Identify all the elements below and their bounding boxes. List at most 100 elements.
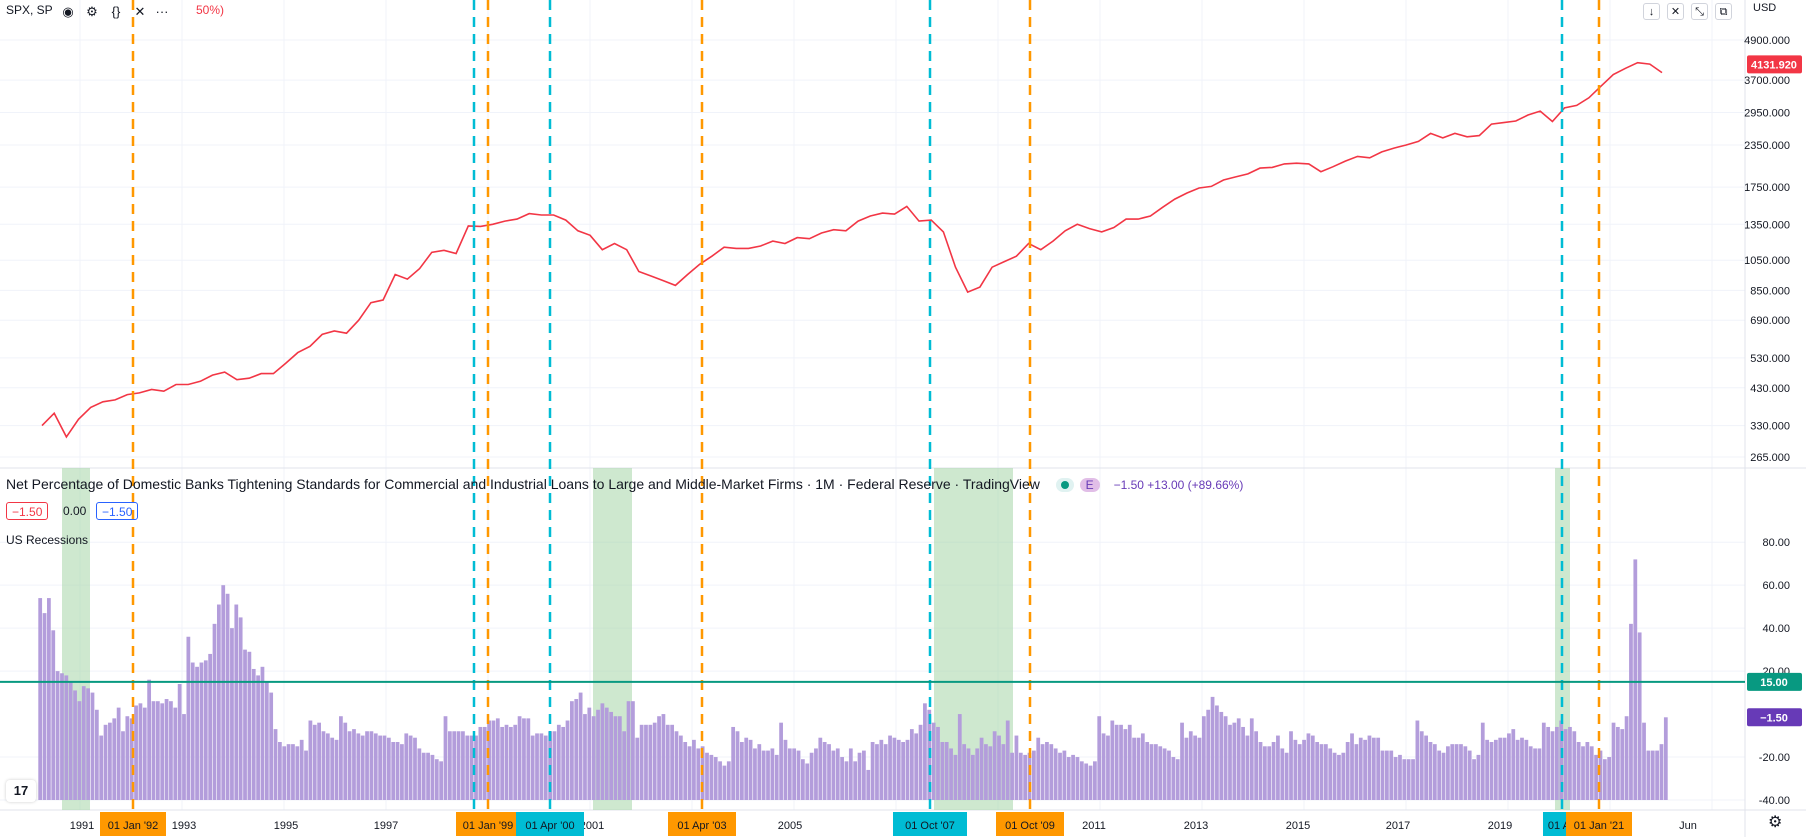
indicator-bar-155: [713, 757, 718, 800]
x-label-4: 2001: [580, 820, 604, 832]
percent-change: 50%): [196, 3, 225, 17]
eye-icon[interactable]: ◉: [62, 4, 74, 19]
indicator-bar-168: [770, 748, 775, 800]
y-tick-top-6: 1050.000: [1744, 255, 1790, 267]
y-tick-top-9: 530.000: [1750, 353, 1790, 365]
indicator-bar-3: [51, 630, 56, 800]
indicator-bar-23: [138, 703, 143, 800]
indicator-bar-276: [1241, 726, 1245, 800]
indicator-bar-307: [1376, 737, 1381, 800]
indicator-bar-317: [1419, 731, 1424, 800]
close-icon[interactable]: ✕: [134, 4, 146, 19]
indicator-bar-323: [1446, 746, 1450, 800]
indicator-bar-81: [391, 742, 396, 800]
close-icon[interactable]: ✕: [1667, 3, 1684, 20]
indicator-bar-36: [195, 666, 199, 800]
indicator-bar-20: [125, 716, 130, 800]
earnings-badge[interactable]: E: [1079, 478, 1100, 492]
indicator-bar-296: [1328, 748, 1333, 800]
indicator-bar-259: [1167, 750, 1171, 800]
indicator-bar-230: [1040, 744, 1045, 800]
indicator-bar-203: [923, 703, 927, 800]
x-label-6: 2011: [1082, 820, 1106, 832]
indicator-bar-256: [1154, 744, 1158, 800]
indicator-bar-264: [1188, 731, 1193, 800]
indicator-bar-344: [1537, 748, 1542, 800]
indicator-bar-365: [1629, 623, 1633, 800]
indicator-bar-339: [1515, 739, 1520, 800]
date-tag-bg-1: [456, 812, 520, 836]
restore-icon[interactable]: ⧉: [1715, 3, 1732, 20]
indicator-bar-293: [1315, 742, 1320, 800]
gear-icon[interactable]: ⚙: [86, 4, 98, 19]
indicator-bar-309: [1385, 750, 1389, 800]
indicator-bar-80: [386, 737, 391, 800]
indicator-bar-130: [604, 707, 609, 800]
indicator-bar-67: [330, 737, 335, 800]
indicator-bar-75: [365, 731, 369, 800]
indicator-bar-368: [1642, 722, 1646, 800]
indicator-bar-141: [652, 722, 657, 800]
date-tag-5: 01 Oct '09: [1005, 820, 1055, 832]
indicator-bar-175: [801, 759, 805, 800]
indicator-bar-35: [190, 662, 195, 800]
indicator-bar-239: [1079, 761, 1084, 800]
indicator-bar-329: [1472, 759, 1476, 800]
indicator-bar-93: [443, 716, 448, 800]
indicator-bar-210: [953, 754, 958, 800]
indicator-bar-351: [1568, 726, 1572, 800]
braces-icon[interactable]: {}: [111, 4, 121, 19]
arrow-down-icon[interactable]: ↓: [1643, 3, 1660, 20]
symbol-label[interactable]: SPX, SP: [6, 3, 53, 17]
indicator-bar-121: [565, 720, 570, 800]
indicator-bar-189: [862, 750, 866, 800]
indicator-bar-0: [38, 598, 43, 800]
indicator-bar-292: [1310, 735, 1315, 800]
currency-label[interactable]: USD: [1753, 2, 1777, 14]
indicator-bar-303: [1358, 737, 1363, 800]
indicator-bar-26: [151, 701, 156, 800]
y-tick-bot-5: -40.00: [1759, 795, 1790, 807]
indicator-bar-52: [264, 681, 269, 800]
y-tick-top-8: 690.000: [1750, 315, 1790, 327]
indicator-bar-66: [325, 733, 330, 800]
y-tick-top-0: 4900.000: [1744, 35, 1790, 47]
indicator-bar-95: [452, 731, 457, 800]
indicator-bar-160: [735, 731, 740, 800]
indicator-bar-212: [962, 744, 967, 800]
indicator-title[interactable]: Net Percentage of Domestic Banks Tighten…: [6, 476, 1243, 493]
indicator-bar-94: [447, 731, 452, 800]
indicator-bar-356: [1589, 746, 1594, 800]
indicator-bar-167: [766, 750, 770, 800]
indicator-bar-57: [286, 744, 291, 800]
indicator-bar-274: [1232, 722, 1237, 800]
indicator-bar-29: [164, 699, 169, 800]
tradingview-logo[interactable]: 17: [6, 780, 36, 802]
indicator-bar-187: [853, 761, 858, 800]
indicator-bar-207: [940, 742, 945, 800]
price-line: [41, 61, 1663, 439]
indicator-bar-297: [1332, 752, 1337, 800]
indicator-bar-173: [792, 748, 797, 800]
more-icon[interactable]: ···: [155, 4, 169, 19]
indicator-bar-164: [753, 748, 757, 800]
price-series: [41, 61, 1663, 439]
indicator-bar-289: [1297, 744, 1302, 800]
indicator-bar-250: [1127, 724, 1132, 800]
indicator-bar-34: [186, 636, 191, 800]
indicator-bar-366: [1633, 559, 1638, 800]
indicator-bar-206: [936, 726, 940, 800]
expand-icon[interactable]: ⤡: [1691, 3, 1708, 20]
indicator-bar-110: [517, 716, 522, 800]
recessions-label[interactable]: US Recessions: [6, 533, 89, 547]
indicator-bar-269: [1210, 696, 1215, 800]
indicator-bar-190: [866, 769, 871, 800]
indicator-bar-364: [1624, 716, 1629, 800]
settings-gear-icon[interactable]: ⚙: [1768, 814, 1783, 831]
event-lines: [131, 0, 1601, 810]
indicator-bar-331: [1480, 722, 1485, 800]
indicator-bar-90: [430, 754, 435, 800]
indicator-bar-18: [116, 707, 121, 800]
indicator-bar-82: [395, 742, 400, 800]
